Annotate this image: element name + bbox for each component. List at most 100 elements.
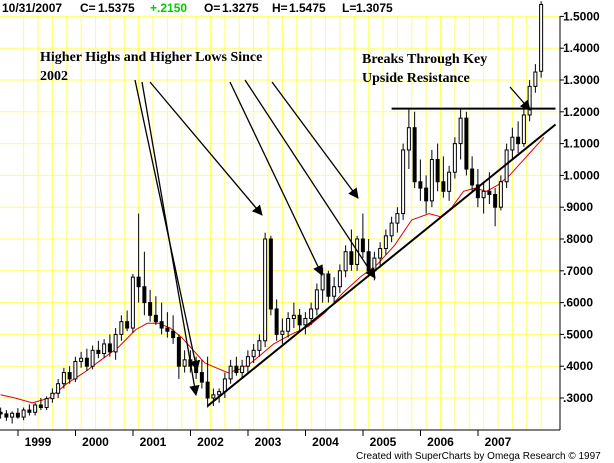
candle-body-up bbox=[383, 235, 388, 250]
candle-body-up bbox=[56, 383, 61, 394]
candle bbox=[10, 411, 15, 424]
candle-body-up bbox=[406, 127, 411, 151]
candle-body-up bbox=[521, 114, 526, 145]
candle-body-down bbox=[487, 190, 492, 195]
candle-body-down bbox=[464, 117, 469, 170]
candle bbox=[274, 299, 279, 341]
candle-body-down bbox=[165, 327, 170, 332]
candle-body-up bbox=[222, 378, 227, 393]
candle-body-up bbox=[291, 314, 296, 320]
x-tick-label: 1999 bbox=[25, 435, 52, 449]
axis-layer: .3000 .4000 .5000 .6000 .7000 .8000 .9000 1.000… bbox=[0, 9, 600, 449]
x-tick-label: 2006 bbox=[427, 435, 454, 449]
candle-body-down bbox=[234, 365, 239, 374]
candle-body-up bbox=[44, 398, 49, 409]
candle-body-down bbox=[516, 136, 521, 145]
candle bbox=[228, 359, 233, 384]
candle-body-up bbox=[389, 222, 394, 237]
annotation-arrow bbox=[244, 79, 376, 279]
candle bbox=[234, 356, 239, 376]
candle bbox=[125, 310, 130, 332]
candle-body-up bbox=[73, 360, 78, 380]
candle bbox=[257, 334, 262, 357]
candle bbox=[148, 289, 153, 322]
candle bbox=[136, 213, 141, 303]
candle bbox=[73, 356, 78, 383]
candle bbox=[211, 388, 216, 406]
annotation-arrow bbox=[229, 81, 323, 276]
candle bbox=[332, 277, 337, 303]
y-tick-label: .7000 bbox=[563, 264, 593, 278]
candle-body-up bbox=[263, 238, 268, 342]
candle-body-up bbox=[510, 136, 515, 151]
candle bbox=[303, 312, 308, 335]
candle bbox=[245, 350, 250, 373]
candle bbox=[33, 402, 38, 416]
y-tick-label: .5000 bbox=[563, 327, 593, 341]
candle-body-up bbox=[280, 330, 285, 335]
candle-body-up bbox=[372, 257, 377, 272]
candle bbox=[481, 181, 486, 214]
candle-body-up bbox=[119, 321, 124, 335]
candle-body-down bbox=[142, 286, 147, 304]
candle bbox=[383, 229, 388, 255]
y-tick-label: 1.2000 bbox=[563, 105, 600, 119]
candle bbox=[527, 80, 532, 122]
candle-body-up bbox=[452, 143, 457, 173]
candle-body-down bbox=[153, 314, 158, 323]
candle bbox=[418, 159, 423, 201]
candle-body-up bbox=[498, 181, 503, 208]
support-trendline bbox=[206, 123, 557, 407]
candle bbox=[291, 302, 296, 329]
candle-body-up bbox=[332, 286, 337, 297]
y-tick-label: 1.1000 bbox=[563, 137, 600, 151]
candle-body-down bbox=[148, 302, 153, 316]
candle bbox=[493, 188, 498, 227]
annotation-higher-highs-line2: 2002 bbox=[40, 69, 68, 84]
candle-body-down bbox=[125, 321, 130, 329]
candle bbox=[395, 207, 400, 233]
candle-body-down bbox=[475, 184, 480, 199]
candle-body-up bbox=[102, 343, 107, 354]
x-tick-label: 2000 bbox=[82, 435, 109, 449]
candle bbox=[38, 398, 43, 411]
candle-body-down bbox=[435, 159, 440, 183]
candle-body-down bbox=[274, 308, 279, 335]
candle bbox=[251, 343, 256, 364]
candle bbox=[102, 339, 107, 359]
candle bbox=[498, 175, 503, 211]
candle bbox=[15, 408, 20, 419]
candle-body-up bbox=[61, 372, 66, 385]
candle-layer bbox=[0, 1, 544, 424]
candle bbox=[349, 229, 354, 271]
candle bbox=[159, 302, 164, 335]
candle-body-up bbox=[429, 159, 434, 202]
candle bbox=[429, 149, 434, 208]
candle bbox=[61, 367, 66, 389]
candle-body-up bbox=[21, 409, 26, 418]
y-tick-label: .3000 bbox=[563, 391, 593, 405]
candle bbox=[113, 328, 118, 360]
candle bbox=[412, 111, 417, 189]
candle-body-up bbox=[378, 248, 383, 259]
y-tick-label: 1.5000 bbox=[563, 9, 600, 23]
candle bbox=[337, 264, 342, 294]
change-value: +.2150 bbox=[150, 1, 187, 15]
candle bbox=[424, 175, 429, 214]
candle-body-up bbox=[228, 365, 233, 380]
candle bbox=[539, 1, 544, 78]
candle bbox=[107, 334, 112, 357]
candle-body-up bbox=[245, 356, 250, 367]
candle-body-up bbox=[217, 391, 222, 396]
candle bbox=[401, 143, 406, 220]
candle-body-up bbox=[458, 117, 463, 145]
candle bbox=[510, 127, 515, 160]
candle-body-up bbox=[401, 149, 406, 215]
candle-body-down bbox=[159, 321, 164, 329]
x-tick-label: 2003 bbox=[255, 435, 282, 449]
candle bbox=[447, 165, 452, 201]
candle bbox=[280, 318, 285, 344]
candle-body-down bbox=[470, 168, 475, 186]
candle bbox=[516, 121, 521, 154]
